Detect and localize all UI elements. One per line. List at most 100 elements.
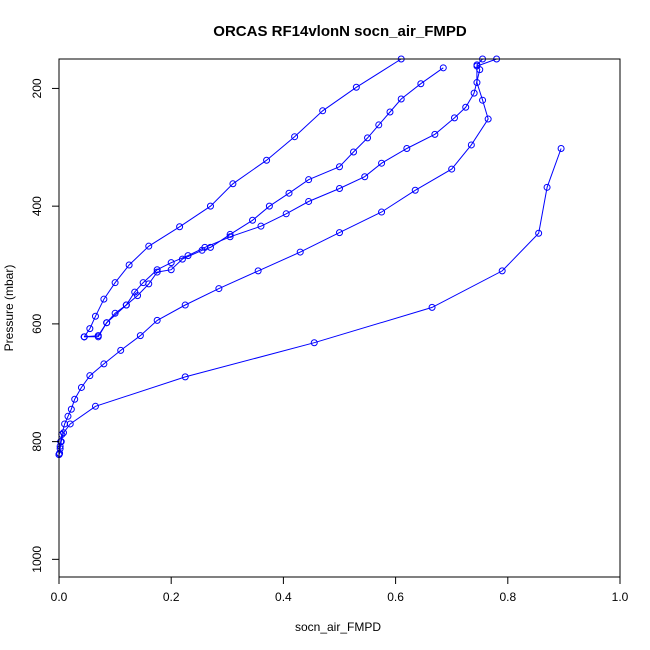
series-1	[80, 55, 405, 341]
data-point	[282, 210, 290, 218]
data-point	[103, 319, 111, 327]
data-point	[122, 301, 130, 309]
data-point	[91, 312, 99, 320]
data-point	[305, 176, 313, 184]
data-point	[473, 79, 481, 87]
data-point	[111, 309, 119, 317]
data-point	[80, 333, 88, 341]
data-point	[71, 395, 79, 403]
series-line	[58, 58, 497, 455]
data-point	[431, 130, 439, 138]
data-point	[470, 89, 478, 97]
data-point	[117, 346, 125, 354]
data-point	[206, 202, 214, 210]
data-point	[111, 279, 119, 287]
data-point	[310, 339, 318, 347]
x-tick-label: 1.0	[612, 590, 629, 604]
data-point	[226, 230, 234, 238]
series-line	[58, 148, 562, 455]
data-point	[59, 429, 67, 437]
data-point	[94, 332, 102, 340]
data-point	[257, 222, 265, 230]
data-point	[498, 267, 506, 275]
data-point	[181, 301, 189, 309]
x-tick-label: 0.0	[51, 590, 68, 604]
data-point	[439, 64, 447, 72]
data-point	[397, 95, 405, 103]
data-point	[100, 295, 108, 303]
x-tick-label: 0.4	[275, 590, 292, 604]
data-point	[201, 243, 209, 251]
data-point	[378, 208, 386, 216]
x-axis-label: socn_air_FMPD	[295, 620, 381, 634]
y-axis: 200 400 600 800 1000	[30, 78, 60, 573]
y-tick-label: 200	[30, 78, 44, 98]
data-point	[263, 156, 271, 164]
data-point	[296, 248, 304, 256]
x-axis: 0.0 0.2 0.4 0.6 0.8 1.0	[51, 576, 629, 604]
data-point	[336, 229, 343, 237]
data-point	[479, 96, 487, 104]
data-point	[153, 316, 161, 324]
data-point	[462, 103, 470, 111]
data-point	[411, 186, 419, 194]
data-point	[375, 121, 383, 129]
data-point	[291, 133, 299, 141]
data-point	[467, 141, 475, 149]
y-axis-label: Pressure (mbar)	[2, 265, 16, 352]
series-4	[55, 55, 501, 459]
data-point	[215, 285, 223, 293]
data-point	[265, 202, 273, 210]
data-point	[352, 83, 360, 91]
x-tick-label: 0.8	[499, 590, 516, 604]
data-point	[77, 383, 85, 391]
data-point	[145, 242, 153, 250]
data-point	[543, 183, 551, 191]
data-point	[125, 261, 133, 269]
data-point	[131, 288, 139, 296]
data-point	[305, 197, 313, 205]
data-point	[473, 62, 481, 70]
data-point	[181, 373, 189, 381]
y-tick-label: 1000	[30, 546, 44, 573]
data-point	[139, 279, 147, 287]
data-point	[66, 420, 74, 428]
series-line	[83, 58, 402, 338]
data-point	[364, 134, 372, 142]
data-point	[226, 233, 234, 241]
data-point	[285, 189, 293, 197]
data-point	[557, 144, 565, 152]
data-point	[86, 372, 94, 380]
data-point	[336, 163, 343, 171]
data-point	[361, 173, 369, 181]
series-line	[84, 58, 483, 338]
data-point	[64, 412, 72, 420]
data-point	[428, 303, 436, 311]
y-tick-label: 800	[30, 431, 44, 451]
data-point	[403, 144, 411, 152]
data-point	[184, 252, 192, 260]
data-point	[249, 216, 257, 224]
data-point	[451, 114, 459, 122]
series-3	[80, 55, 487, 341]
chart-title: ORCAS RF14vlonN socn_air_FMPD	[213, 23, 467, 40]
data-point	[336, 185, 343, 192]
y-tick-label: 600	[30, 314, 44, 334]
x-tick-label: 0.6	[387, 590, 404, 604]
data-point	[350, 148, 358, 156]
x-tick-label: 0.2	[163, 590, 180, 604]
data-point	[319, 107, 327, 115]
data-point	[484, 115, 492, 123]
data-point	[153, 266, 161, 274]
data-point	[229, 180, 237, 188]
data-point	[86, 325, 94, 333]
y-tick-label: 400	[30, 196, 44, 216]
data-point	[448, 165, 456, 173]
data-point	[417, 80, 425, 88]
data-point	[67, 405, 75, 413]
data-point	[378, 159, 386, 167]
data-point	[167, 259, 175, 267]
data-point	[136, 332, 144, 340]
